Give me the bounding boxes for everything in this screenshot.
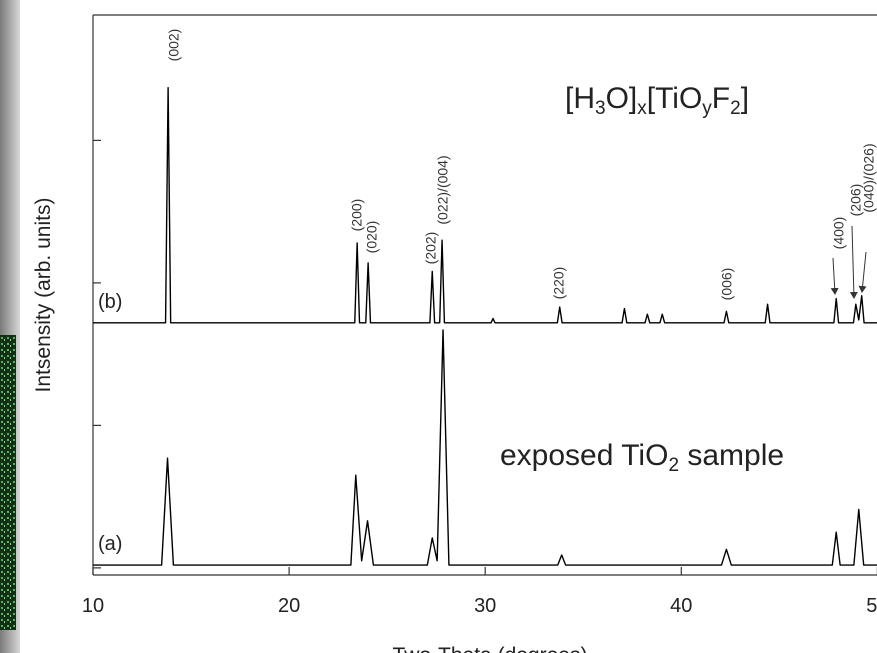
x-tick-label: 30 [474, 595, 496, 617]
x-axis-label: Two-Theta (degrees) [393, 644, 588, 653]
formula-part: F [712, 82, 730, 115]
peak-arrow [849, 225, 858, 299]
x-tick-label: 50 [866, 595, 877, 617]
series-label: (b) [98, 291, 122, 313]
subscript: 2 [730, 98, 741, 119]
peak-arrow [830, 257, 839, 295]
subscript: x [637, 98, 647, 119]
peak-label: (002) [166, 29, 182, 62]
side-noise [0, 335, 16, 630]
formula-part: O] [606, 82, 638, 115]
peak-label: (022)/(004) [435, 155, 451, 224]
peak-label: (220) [551, 267, 567, 300]
sample-formula: [H3O]x[TiOyF2] [565, 82, 749, 119]
peak-label: (006) [719, 268, 735, 301]
subscript: y [702, 98, 712, 119]
formula-part: [H [565, 82, 595, 115]
x-tick-label: 20 [278, 595, 300, 617]
y-axis-label: Intsensity (arb. units) [32, 198, 55, 393]
subscript: 3 [595, 98, 606, 119]
peak-label: (200) [349, 199, 365, 232]
x-tick-label: 40 [670, 595, 692, 617]
peak-label: (020) [364, 221, 380, 254]
sample-caption: exposed TiO2 sample [500, 439, 784, 476]
peak-arrow [858, 251, 867, 293]
series-label: (a) [98, 533, 122, 555]
formula-part: exposed TiO [500, 439, 668, 472]
formula-part: [TiO [647, 82, 703, 115]
peak-label: (206) [848, 184, 864, 217]
peak-label: (202) [423, 232, 439, 265]
spectrum-line [93, 329, 877, 566]
subscript: 2 [668, 455, 679, 476]
x-tick-label: 10 [82, 595, 104, 617]
peak-label: (040)/(026) [861, 143, 877, 212]
formula-part: ] [741, 82, 749, 115]
peak-label: (400) [831, 217, 847, 250]
formula-part: sample [679, 439, 784, 472]
spectrum-line [93, 86, 877, 324]
